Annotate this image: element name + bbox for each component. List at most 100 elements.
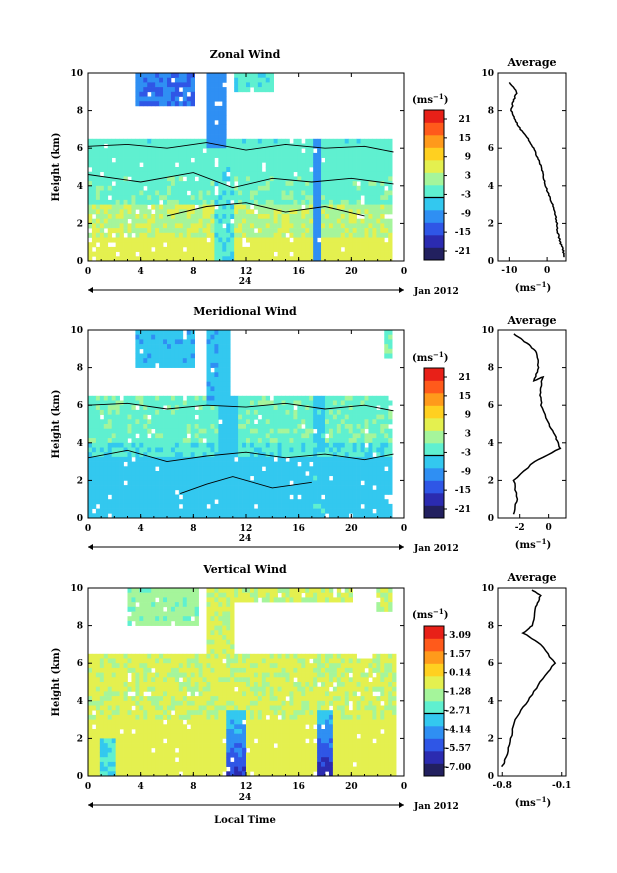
heatmap-cell	[159, 204, 164, 210]
heatmap-cell	[190, 433, 195, 439]
heatmap-cell	[242, 223, 247, 229]
heatmap-cell	[139, 471, 144, 477]
heatmap-cell	[127, 148, 132, 154]
heatmap-cell	[214, 494, 219, 500]
heatmap-cell	[376, 400, 381, 406]
heatmap-cell	[123, 214, 128, 220]
colorbar-swatch	[424, 185, 444, 198]
heatmap-cell	[143, 400, 148, 406]
colorbar-tick-label: 9	[465, 153, 471, 163]
heatmap-cell	[336, 171, 342, 177]
heatmap-cell	[293, 419, 298, 425]
heatmap-cell	[151, 143, 156, 149]
heatmap-cell	[249, 143, 255, 149]
heatmap-cell	[115, 747, 120, 753]
heatmap-cell	[305, 475, 310, 481]
heatmap-cell	[364, 209, 369, 215]
heatmap-cell	[336, 447, 342, 453]
heatmap-cell	[328, 171, 334, 177]
heatmap-cell	[289, 447, 294, 453]
heatmap-cell	[151, 344, 156, 350]
heatmap-cell	[182, 433, 188, 439]
heatmap-cell	[328, 204, 334, 210]
heatmap-cell	[246, 409, 251, 415]
heatmap-cell	[91, 480, 97, 486]
heatmap-cell	[242, 251, 247, 257]
heatmap-cell	[277, 232, 282, 238]
heatmap-cell	[182, 185, 188, 191]
heatmap-cell	[249, 176, 255, 182]
heatmap-cell	[131, 405, 136, 411]
profile-line	[512, 333, 562, 515]
heatmap-cell	[202, 232, 207, 238]
heatmap-cell	[103, 653, 109, 659]
heatmap-cell	[253, 414, 259, 420]
heatmap-cell	[151, 339, 156, 345]
profile-x-tick-label: 0	[544, 266, 550, 276]
heatmap-cell	[356, 185, 361, 191]
heatmap-cell	[226, 330, 231, 336]
heatmap-cell	[348, 138, 353, 144]
heatmap-cell	[293, 181, 298, 187]
heatmap-cell	[328, 214, 334, 220]
heatmap-cell	[210, 181, 215, 187]
x-tick-label: 20	[345, 267, 358, 277]
heatmap-cell	[352, 223, 357, 229]
heatmap-cell	[103, 743, 109, 749]
heatmap-cell	[174, 181, 180, 187]
heatmap-cell	[313, 190, 318, 196]
heatmap-cell	[261, 494, 267, 500]
heatmap-cell	[174, 87, 180, 93]
heatmap-cell	[273, 414, 278, 420]
heatmap-cell	[119, 209, 124, 215]
heatmap-cell	[206, 204, 211, 210]
heatmap-cell	[384, 348, 389, 354]
heatmap-cell	[242, 82, 247, 88]
heatmap-cell	[206, 419, 211, 425]
heatmap-cell	[376, 513, 381, 518]
heatmap-cell	[285, 171, 290, 177]
heatmap-cell	[325, 485, 330, 491]
heatmap-cell	[139, 691, 144, 697]
heatmap-cell	[111, 204, 116, 210]
heatmap-cell	[269, 405, 274, 411]
heatmap-cell	[88, 433, 93, 439]
heatmap-cell	[325, 447, 330, 453]
heatmap-cell	[317, 190, 322, 196]
heatmap-cell	[190, 148, 195, 154]
heatmap-cell	[305, 433, 310, 439]
heatmap-cell	[238, 480, 243, 486]
heatmap-cell	[372, 414, 377, 420]
heatmap-cell	[285, 157, 290, 163]
heatmap-cell	[388, 447, 393, 453]
heatmap-cell	[143, 475, 148, 481]
heatmap-cell	[313, 181, 318, 187]
profile-unit: (ms−1)	[515, 537, 551, 551]
heatmap-cell	[91, 242, 97, 248]
heatmap-cell	[95, 705, 101, 711]
heatmap-cell	[139, 710, 144, 716]
heatmap-cell	[261, 485, 267, 491]
heatmap-cell	[356, 199, 361, 205]
heatmap-cell	[202, 209, 207, 215]
heatmap-cell	[309, 466, 314, 472]
heatmap-cell	[261, 242, 267, 248]
heatmap-cell	[119, 405, 124, 411]
heatmap-cell	[328, 447, 334, 453]
heatmap-cell	[234, 256, 239, 261]
heatmap-cell	[95, 743, 101, 749]
heatmap-cell	[115, 761, 120, 767]
heatmap-cell	[194, 190, 199, 196]
heatmap-cell	[364, 256, 369, 261]
heatmap-cell	[107, 138, 113, 144]
heatmap-cell	[107, 757, 113, 763]
colorbar-tick-label: 15	[458, 134, 471, 144]
heatmap-cell	[147, 710, 152, 716]
heatmap-cell	[163, 400, 168, 406]
heatmap-cell	[289, 162, 294, 168]
heatmap-cell	[163, 489, 168, 495]
heatmap-cell	[218, 110, 223, 116]
heatmap-cell	[155, 442, 160, 448]
heatmap-cell	[328, 471, 334, 477]
heatmap-cell	[186, 101, 192, 107]
